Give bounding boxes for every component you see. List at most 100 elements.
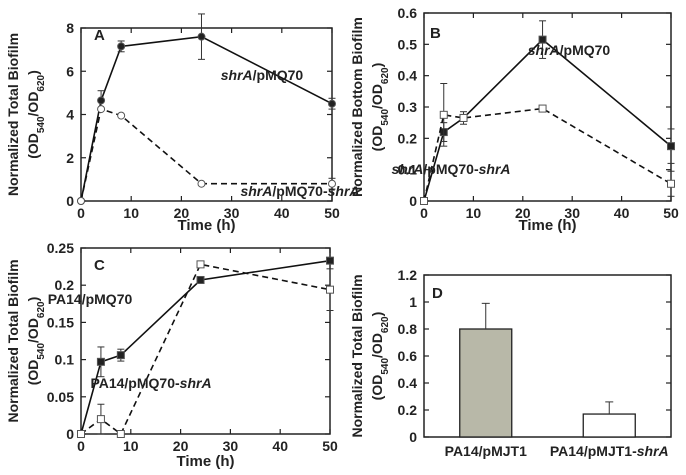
data-point: [196, 275, 205, 284]
y-tick-label: 0.3: [398, 99, 418, 115]
data-point: [117, 42, 126, 51]
data-point: [96, 415, 105, 424]
y-tick-label: 0.5: [398, 36, 418, 52]
series-annotation: shrA/pMQ70: [528, 42, 611, 58]
data-point: [459, 113, 468, 122]
y-tick-label: 4: [66, 107, 74, 123]
y-tick-label: 1: [409, 294, 417, 310]
category-label: PA14/pMJT1: [445, 443, 527, 459]
series-1: [77, 260, 334, 438]
data-point: [326, 256, 334, 265]
y-tick-label: 0.15: [47, 314, 74, 330]
x-tick-label: 0: [77, 205, 85, 221]
series-line: [80, 259, 331, 435]
x-tick-label: 40: [272, 438, 288, 454]
y-axis-units: (OD540/OD620): [25, 297, 47, 386]
series-1: [420, 83, 675, 205]
data-point: [538, 35, 547, 44]
data-point: [77, 197, 85, 205]
x-tick-label: 40: [274, 205, 290, 221]
data-point: [77, 430, 85, 438]
y-tick-label: 8: [66, 20, 74, 36]
data-point: [326, 285, 334, 294]
series-0: [77, 256, 334, 438]
y-axis-units: (OD540/OD620): [369, 312, 391, 401]
data-point: [197, 179, 206, 188]
series-1: [77, 105, 336, 205]
x-tick-label: 50: [324, 205, 340, 221]
y-tick-label: 0.6: [398, 5, 418, 21]
series-annotation: shrA/pMQ70-shrA: [240, 183, 359, 199]
data-point: [667, 179, 675, 188]
panel-label: B: [430, 25, 441, 42]
x-tick-label: 10: [123, 205, 139, 221]
y-tick-label: 6: [66, 63, 74, 79]
y-tick-label: 0: [409, 193, 417, 209]
y-axis-title: Normalized Total Biofilm: [5, 259, 21, 422]
y-tick-label: 1.2: [398, 267, 418, 283]
series-annotation: shrA/pMQ70-shrA: [391, 161, 510, 177]
x-tick-label: 0: [420, 205, 428, 221]
y-tick-label: 0.2: [55, 277, 75, 293]
plot-frame: [80, 247, 331, 435]
x-tick-label: 50: [322, 438, 338, 454]
category-label: PA14/pMJT1-shrA: [550, 443, 669, 459]
x-tick-label: 40: [614, 205, 630, 221]
data-point: [538, 104, 547, 113]
panel-label: C: [94, 257, 105, 274]
data-point: [439, 110, 448, 119]
series-line: [423, 107, 672, 202]
x-axis-title: Time (h): [177, 217, 235, 234]
x-tick-label: 30: [223, 438, 239, 454]
y-axis-units: (OD540/OD620): [369, 63, 391, 152]
data-point: [116, 351, 125, 360]
series-0: [77, 13, 336, 205]
x-tick-label: 20: [515, 205, 531, 221]
x-tick-label: 10: [123, 438, 139, 454]
panel-b: 0 0.1 0.2 0.3 0.4 0.5 0.6 Normalized Bottom Bio…: [349, 5, 679, 234]
x-tick-label: 30: [224, 205, 240, 221]
y-tick-label: 0: [409, 429, 417, 445]
panel-a: 0 2 4 6 8 Normalized Total Biofilm (OD540/OD62…: [5, 13, 360, 234]
data-point: [328, 99, 336, 108]
panel-c: 0 0.05 0.1 0.15 0.2 0.25 Normalized Total Biof…: [5, 240, 338, 470]
y-tick-label: 0.1: [398, 162, 418, 178]
x-axis-title: Time (h): [176, 453, 234, 470]
bar: [459, 328, 513, 438]
y-tick-label: 0.05: [47, 389, 74, 405]
y-tick-label: 0: [66, 193, 74, 209]
data-point: [667, 142, 675, 151]
y-tick-label: 0.6: [398, 348, 418, 364]
data-point: [328, 179, 336, 188]
series-line: [80, 263, 331, 436]
data-point: [116, 430, 125, 438]
data-point: [197, 32, 206, 41]
y-axis-title: Normalized Total Biofilm: [5, 33, 21, 196]
data-point: [196, 260, 205, 269]
y-axis-title: Normalized Bottom Biofilm: [349, 17, 365, 197]
x-tick-label: 0: [77, 438, 85, 454]
y-tick-label: 0: [66, 426, 74, 442]
y-tick-label: 0.1: [55, 352, 75, 368]
panel-d: 0 0.2 0.4 0.6 0.8 1 1.2 Normalized Total Biofil…: [349, 267, 672, 459]
x-axis-title: Time (h): [518, 217, 576, 234]
panel-label: D: [432, 285, 443, 302]
data-point: [420, 197, 428, 205]
series-line: [80, 35, 333, 202]
y-tick-label: 0.2: [398, 130, 418, 146]
x-tick-label: 20: [174, 205, 190, 221]
series-annotation: PA14/pMQ70: [48, 291, 133, 307]
x-tick-label: 20: [173, 438, 189, 454]
data-point: [117, 111, 126, 120]
data-point: [96, 357, 105, 366]
series-annotation: shrA/pMQ70: [221, 67, 304, 83]
y-tick-label: 0.2: [398, 402, 418, 418]
data-point: [97, 105, 106, 114]
x-tick-label: 30: [564, 205, 580, 221]
x-tick-label: 50: [663, 205, 679, 221]
y-tick-label: 0.4: [398, 68, 418, 84]
x-tick-label: 10: [466, 205, 482, 221]
panel-label: A: [94, 27, 105, 44]
y-tick-label: 0.25: [47, 240, 74, 256]
